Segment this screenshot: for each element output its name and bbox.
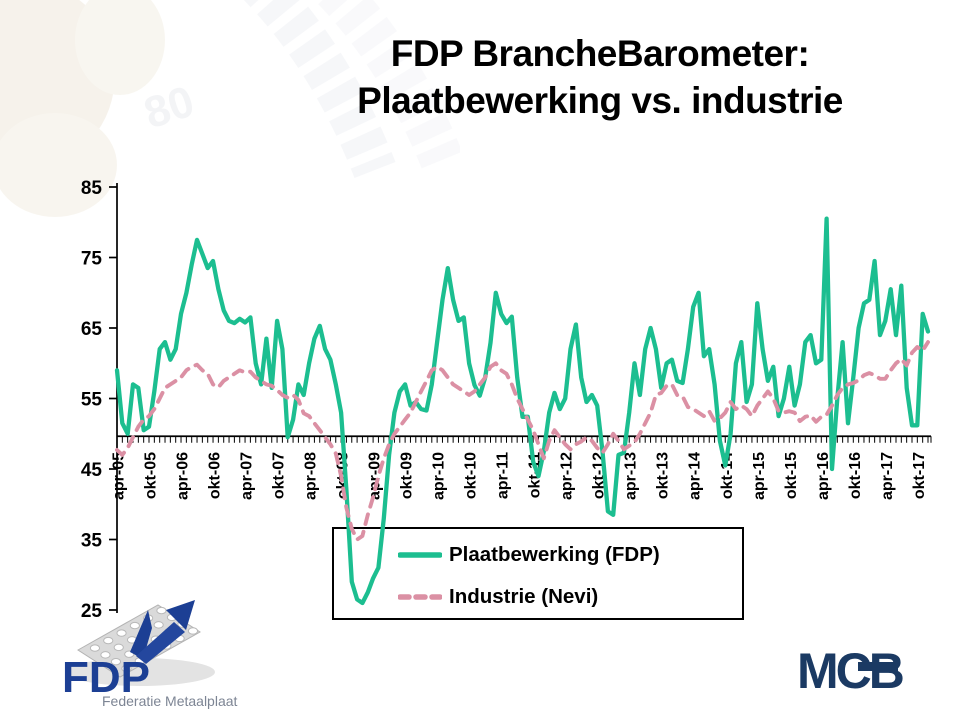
- mcb-logo: MCB: [797, 643, 906, 699]
- x-tick-label: apr-07: [239, 452, 256, 500]
- x-tick-label: okt-10: [463, 452, 480, 499]
- plate-hole: [153, 621, 164, 629]
- legend-swatch-solid-icon: [398, 552, 442, 558]
- x-tick-label: okt-11: [527, 452, 544, 498]
- plate-hole: [187, 627, 199, 635]
- legend-swatch-dashed-icon: [398, 594, 442, 600]
- x-tick-label: apr-09: [367, 452, 384, 500]
- film-strip: [314, 0, 460, 169]
- plate-hole: [110, 657, 122, 666]
- x-tick-label: apr-08: [303, 452, 320, 500]
- x-tick-label: apr-17: [879, 452, 896, 500]
- x-tick-label: okt-13: [655, 452, 672, 499]
- watermark-number: 80: [138, 77, 200, 139]
- coin-shape: [0, 113, 117, 217]
- plate-hole: [89, 644, 101, 652]
- x-tick-label: apr-13: [623, 452, 640, 500]
- series-industrie-line: [115, 340, 930, 542]
- x-tick-label: okt-12: [591, 452, 608, 499]
- slide-title-line2: Plaatbewerking vs. industrie: [357, 80, 843, 121]
- fdp-logo-text: FDP: [62, 653, 150, 702]
- y-tick-label: 45: [81, 460, 103, 481]
- x-tick-label: okt-06: [207, 452, 224, 499]
- slide-title: FDP BrancheBarometer: Plaatbewerking vs.…: [220, 30, 960, 124]
- slide-title-line1: FDP BrancheBarometer:: [390, 33, 810, 74]
- x-tick-label: apr-10: [431, 452, 448, 500]
- x-tick-label: okt-08: [335, 452, 352, 499]
- legend-item-plaatbewerking: Plaatbewerking (FDP): [398, 543, 660, 567]
- fdp-logo-tagline: Federatie Metaalplaat: [102, 693, 238, 709]
- plate-hole: [113, 643, 124, 652]
- x-tick-label: okt-17: [911, 452, 928, 499]
- fdp-arrow-head: [166, 600, 195, 630]
- fdp-arrow-up-limb: [136, 622, 185, 664]
- x-tick-label: apr-14: [687, 452, 704, 500]
- legend-label: Plaatbewerking (FDP): [449, 543, 660, 566]
- x-tick-label: apr-06: [175, 452, 192, 500]
- legend-item-industrie: Industrie (Nevi): [398, 585, 598, 609]
- plate-hole: [116, 629, 127, 637]
- y-tick-label: 35: [81, 531, 103, 552]
- coin-shape: [0, 0, 115, 165]
- x-tick-label: apr-16: [815, 452, 832, 500]
- film-strip: [243, 0, 396, 179]
- x-tick-label: apr-12: [559, 452, 576, 500]
- y-tick-label: 75: [81, 249, 103, 270]
- x-tick-label: okt-05: [143, 452, 160, 499]
- watermark-graphic: 80: [0, 0, 460, 217]
- x-tick-label: okt-14: [719, 452, 736, 499]
- mcb-ligature-notch: [858, 671, 864, 677]
- fdp-logo: FDP Federatie Metaalplaat: [62, 600, 238, 709]
- plate-hole: [100, 651, 111, 659]
- fdp-plate-graphic: [65, 600, 215, 686]
- plate-hole: [156, 606, 167, 615]
- x-tick-label: apr-11: [495, 452, 512, 499]
- x-tick-label: okt-07: [271, 452, 288, 499]
- coin-shape: [75, 0, 165, 95]
- chart-legend: Plaatbewerking (FDP) Industrie (Nevi): [332, 527, 744, 620]
- plate-hole: [103, 636, 114, 645]
- plate-hole: [129, 621, 140, 630]
- x-tick-label: apr-15: [751, 452, 768, 500]
- y-tick-label: 55: [81, 390, 103, 411]
- plate-hole: [121, 664, 132, 673]
- y-tick-label: 65: [81, 319, 103, 340]
- x-tick-label: okt-09: [399, 452, 416, 499]
- mcb-ligature-bar: [858, 662, 898, 671]
- legend-label: Industrie (Nevi): [449, 585, 599, 608]
- x-tick-label: apr-05: [111, 452, 128, 500]
- x-tick-label: okt-16: [847, 452, 864, 499]
- x-tick-label: okt-15: [783, 452, 800, 499]
